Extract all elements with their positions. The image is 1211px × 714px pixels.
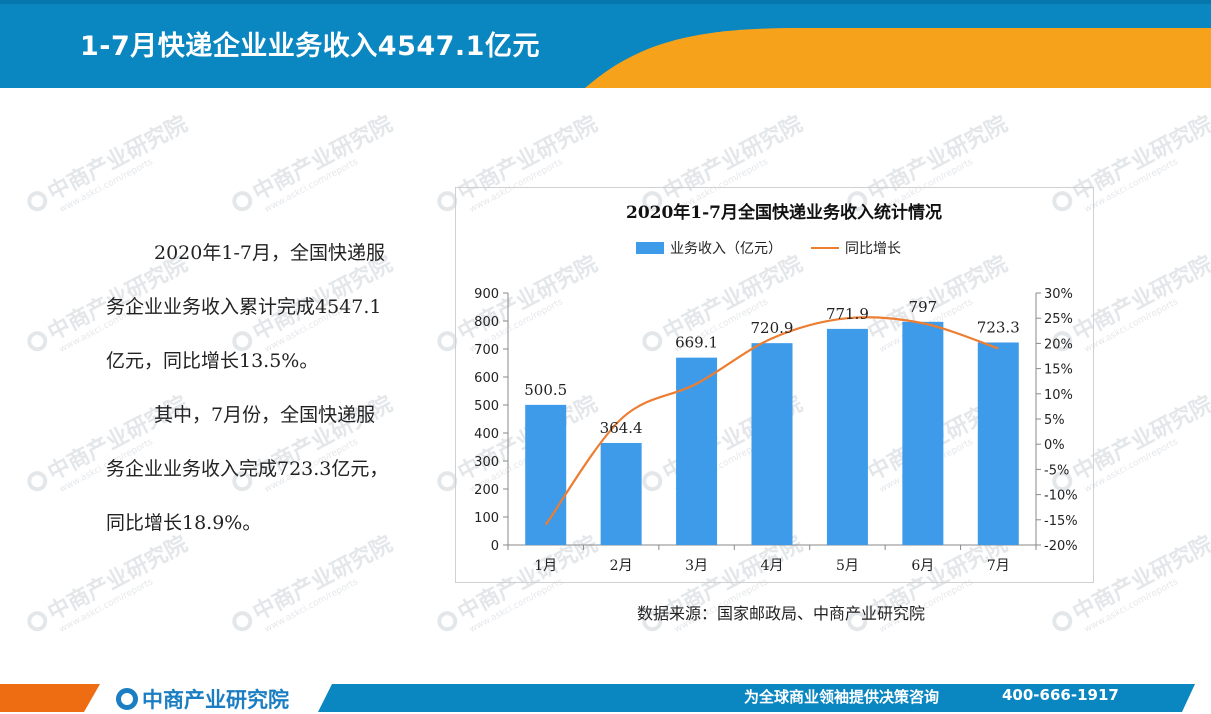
watermark-url: www.askci.com/reports [1082, 157, 1180, 215]
logo-icon [116, 688, 138, 710]
y-right-tick-label: -10% [1044, 489, 1078, 504]
x-tick-label: 3月 [685, 558, 708, 574]
watermark-url: www.askci.com/reports [1082, 297, 1180, 355]
y-left-tick-label: 900 [474, 287, 499, 302]
footer-phone: 400-666-1917 [1002, 686, 1119, 704]
bar-data-label: 669.1 [675, 334, 718, 352]
y-right-tick-label: -20% [1044, 539, 1078, 554]
watermark-logo-icon [228, 187, 256, 215]
watermark-logo-icon [1048, 607, 1076, 635]
legend-bar-swatch [636, 242, 664, 254]
bar [902, 321, 944, 545]
summary-line-1: 2020年1-7月，全国快递服 [154, 242, 385, 264]
x-tick-label: 4月 [761, 558, 784, 574]
y-right-tick-label: 15% [1044, 363, 1073, 378]
legend-line-label: 同比增长 [845, 241, 901, 257]
header-banner: 1-7月快递企业业务收入4547.1亿元 [0, 0, 1211, 88]
footer-logo: 中商产业研究院 [116, 684, 289, 714]
y-left-tick-label: 700 [474, 343, 499, 358]
y-left-tick-label: 500 [474, 399, 499, 414]
y-right-tick-label: 10% [1044, 388, 1073, 403]
watermark-logo-icon [23, 467, 51, 495]
y-right-tick-label: -5% [1044, 463, 1069, 478]
page-title: 1-7月快递企业业务收入4547.1亿元 [80, 31, 540, 62]
bar [826, 328, 868, 545]
footer-logo-text: 中商产业研究院 [142, 688, 289, 712]
y-right-tick-label: 20% [1044, 337, 1073, 352]
watermark-url: www.askci.com/reports [1082, 577, 1180, 635]
watermark-url: www.askci.com/reports [262, 157, 360, 215]
y-right-tick-label: 0% [1044, 438, 1065, 453]
y-left-tick-label: 300 [474, 455, 499, 470]
footer-slogan: 为全球商业领袖提供决策咨询 [744, 688, 940, 706]
y-left-tick-label: 800 [474, 315, 499, 330]
watermark-logo-icon [23, 327, 51, 355]
detail-line-1: 其中，7月份，全国快递服 [154, 404, 376, 426]
bar-data-label: 771.9 [826, 305, 869, 323]
watermark-logo-icon [228, 607, 256, 635]
y-left-tick-label: 600 [474, 371, 499, 386]
x-tick-label: 5月 [836, 558, 859, 574]
summary-paragraph: 2020年1-7月，全国快递服 务企业业务收入累计完成4547.1 亿元，同比增… [106, 226, 416, 388]
header-background [0, 0, 1211, 88]
watermark-logo-icon [433, 607, 461, 635]
footer-background [0, 684, 1195, 712]
y-right-tick-label: -15% [1044, 514, 1078, 529]
bar [525, 404, 567, 545]
bar [600, 442, 642, 545]
bar-data-label: 723.3 [977, 318, 1020, 336]
y-right-tick-label: 5% [1044, 413, 1065, 428]
watermark-url: www.askci.com/reports [262, 577, 360, 635]
bar-data-label: 797 [909, 298, 938, 316]
bar-data-label: 364.4 [600, 419, 643, 437]
y-right-tick-label: 25% [1044, 312, 1073, 327]
watermark-logo-icon [23, 607, 51, 635]
x-tick-label: 6月 [911, 558, 934, 574]
bar [751, 343, 793, 545]
y-left-tick-label: 200 [474, 483, 499, 498]
watermark-text: 中商产业研究院 [249, 111, 397, 207]
summary-line-3: 亿元，同比增长13.5%。 [106, 350, 319, 372]
footer-bar [0, 680, 1211, 712]
x-tick-label: 2月 [610, 558, 633, 574]
y-right-tick-label: 30% [1044, 287, 1073, 302]
bar-data-label: 500.5 [524, 381, 567, 399]
y-left-tick-label: 100 [474, 511, 499, 526]
chart-title: 2020年1-7月全国快递业务收入统计情况 [626, 202, 942, 223]
x-tick-label: 1月 [534, 558, 557, 574]
bar [676, 357, 718, 545]
watermark-logo-icon [23, 187, 51, 215]
detail-paragraph: 其中，7月份，全国快递服 务企业业务收入完成723.3亿元， 同比增长18.9%… [106, 388, 416, 550]
legend-bar-label: 业务收入（亿元） [670, 241, 782, 257]
chart-container: 2020年1-7月全国快递业务收入统计情况业务收入（亿元） 同比增长 0 100 200… [455, 187, 1094, 583]
growth-line [544, 316, 999, 526]
detail-line-3: 同比增长18.9%。 [106, 512, 262, 534]
detail-line-2: 务企业业务收入完成723.3亿元， [106, 458, 389, 480]
y-left-tick-label: 400 [474, 427, 499, 442]
watermark-text: 中商产业研究院 [44, 111, 192, 207]
y-left-tick-label: 0 [491, 539, 499, 554]
summary-line-2: 务企业业务收入累计完成4547.1 [106, 296, 382, 318]
data-source: 数据来源：国家邮政局、中商产业研究院 [637, 604, 926, 623]
x-tick-label: 7月 [987, 558, 1010, 574]
watermark-url: www.askci.com/reports [57, 157, 155, 215]
watermark-url: www.askci.com/reports [1082, 437, 1180, 495]
watermark-url: www.askci.com/reports [57, 577, 155, 635]
bar [977, 342, 1019, 545]
bar-data-label: 720.9 [751, 319, 794, 337]
